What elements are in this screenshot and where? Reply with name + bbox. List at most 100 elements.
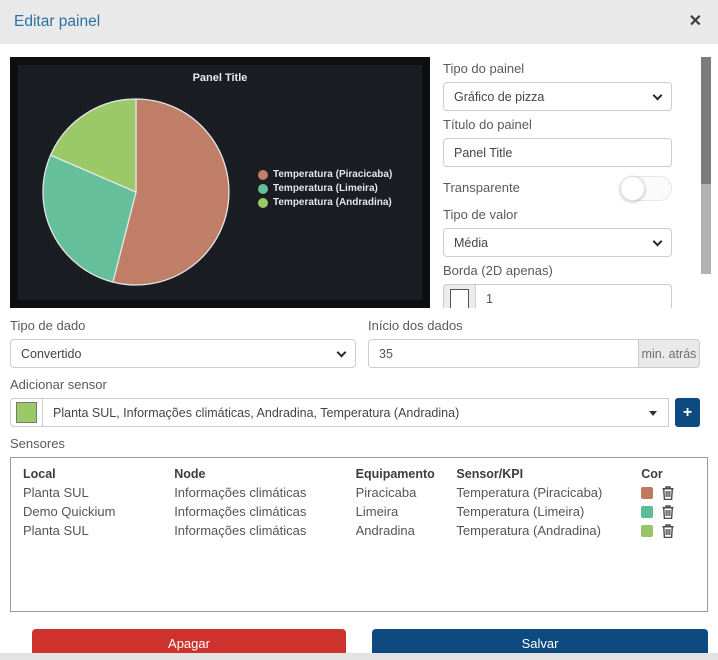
- border-color-swatch[interactable]: [450, 288, 469, 308]
- chevron-down-icon: [652, 90, 663, 101]
- legend-label: Temperatura (Limeira): [273, 183, 378, 194]
- modal-header: Editar painel ✕: [0, 0, 718, 44]
- data-type-value: Convertido: [21, 346, 82, 361]
- sensors-table-container: Local Node Equipamento Sensor/KPI Cor Pl…: [10, 457, 708, 612]
- modal-title: Editar painel: [14, 13, 101, 30]
- modal-footer: Apagar Salvar: [10, 629, 708, 657]
- value-type-select[interactable]: Média: [443, 228, 672, 257]
- transparent-toggle[interactable]: [620, 175, 672, 201]
- legend-color-dot: [258, 197, 268, 208]
- cell-equipamento: Limeira: [355, 504, 399, 519]
- trash-icon: [662, 504, 674, 519]
- chart-legend: Temperatura (Piracicaba) Temperatura (Lim…: [258, 168, 392, 209]
- panel-type-label: Tipo do painel: [443, 61, 525, 76]
- data-start-label: Início dos dados: [368, 318, 463, 333]
- sensor-select-value: Planta SUL, Informações climáticas, Andr…: [53, 405, 460, 420]
- cell-sensor-kpi: Temperatura (Piracicaba): [456, 485, 603, 500]
- table-row: Planta SUL Informações climáticas Andradin…: [23, 521, 695, 540]
- legend-label: Temperatura (Piracicaba): [273, 169, 393, 180]
- pie-slice: [49, 98, 137, 193]
- data-type-label: Tipo de dado: [10, 318, 86, 333]
- add-sensor-button[interactable]: +: [675, 398, 700, 427]
- form-scrollbar-thumb[interactable]: [701, 57, 711, 184]
- cell-equipamento: Andradina: [355, 523, 415, 538]
- trash-icon: [662, 485, 674, 500]
- col-header-local: Local: [23, 467, 56, 481]
- form-scrollbar-track[interactable]: [701, 57, 711, 274]
- delete-sensor-icon[interactable]: [662, 485, 674, 500]
- panel-title-value: Panel Title: [454, 145, 513, 160]
- data-type-select[interactable]: Convertido: [10, 339, 356, 368]
- sensor-color-addon: [10, 398, 43, 427]
- delete-button[interactable]: Apagar: [32, 629, 346, 657]
- value-type-value: Média: [454, 235, 489, 250]
- sensors-label: Sensores: [10, 436, 65, 451]
- panel-settings-form: Tipo do painel Gráfico de pizza Título d…: [443, 57, 672, 308]
- col-header-cor: Cor: [641, 467, 663, 481]
- sensor-color-swatch[interactable]: [641, 486, 654, 499]
- delete-sensor-icon[interactable]: [662, 504, 674, 519]
- sensors-table: Local Node Equipamento Sensor/KPI Cor Pl…: [23, 464, 695, 540]
- cell-sensor-kpi: Temperatura (Andradina): [456, 523, 601, 538]
- trash-icon: [662, 523, 674, 538]
- legend-item: Temperatura (Piracicaba): [258, 168, 392, 181]
- data-start-value: 35: [379, 346, 393, 361]
- cell-local: Demo Quickium: [23, 504, 116, 519]
- panel-preview-chart-area: Panel Title Temperatura (Piracicaba) Temp…: [18, 65, 422, 300]
- modal-bottom-edge: [0, 653, 718, 660]
- preview-panel-title: Panel Title: [192, 72, 248, 84]
- transparent-label: Transparente: [443, 180, 520, 195]
- delete-sensor-icon[interactable]: [662, 523, 674, 538]
- pie-chart: [42, 98, 230, 286]
- border-width-value: 1: [486, 292, 493, 306]
- legend-color-dot: [258, 183, 268, 194]
- modal-content: Panel Title Temperatura (Piracicaba) Temp…: [0, 44, 718, 657]
- legend-item: Temperatura (Limeira): [258, 182, 392, 195]
- cell-node: Informações climáticas: [174, 523, 307, 538]
- cell-sensor-kpi: Temperatura (Limeira): [456, 504, 585, 519]
- table-row: Demo Quickium Informações climáticas Limei…: [23, 502, 695, 521]
- col-header-equipamento: Equipamento: [355, 467, 435, 481]
- border-width-input[interactable]: 1: [476, 284, 672, 308]
- panel-type-value: Gráfico de pizza: [454, 89, 545, 104]
- col-header-sensor-kpi: Sensor/KPI: [456, 467, 524, 481]
- sensor-select[interactable]: Planta SUL, Informações climáticas, Andr…: [43, 398, 669, 427]
- value-type-label: Tipo de valor: [443, 207, 518, 222]
- legend-item: Temperatura (Andradina): [258, 196, 392, 209]
- cell-local: Planta SUL: [23, 523, 89, 538]
- sensors-table-body: Planta SUL Informações climáticas Piracica…: [23, 483, 695, 540]
- new-sensor-color-swatch[interactable]: [16, 402, 37, 423]
- add-sensor-label: Adicionar sensor: [10, 377, 107, 392]
- cell-cor: [641, 523, 695, 538]
- table-header-row: Local Node Equipamento Sensor/KPI Cor: [23, 464, 695, 483]
- legend-color-dot: [258, 169, 268, 180]
- chevron-down-icon: [652, 236, 663, 247]
- border-label: Borda (2D apenas): [443, 263, 553, 278]
- col-header-node: Node: [174, 467, 206, 481]
- cell-cor: [641, 504, 695, 519]
- chevron-down-icon: [336, 347, 347, 358]
- sensor-color-swatch[interactable]: [641, 505, 654, 518]
- close-icon[interactable]: ✕: [688, 13, 702, 30]
- sensor-color-swatch[interactable]: [641, 524, 654, 537]
- cell-node: Informações climáticas: [174, 485, 307, 500]
- dropdown-arrow-icon: [649, 411, 657, 416]
- data-start-unit-addon: min. atrás: [638, 339, 700, 368]
- cell-cor: [641, 485, 695, 500]
- panel-type-select[interactable]: Gráfico de pizza: [443, 82, 672, 111]
- pie-slice: [42, 154, 137, 283]
- cell-equipamento: Piracicaba: [355, 485, 417, 500]
- panel-title-input[interactable]: Panel Title: [443, 138, 672, 167]
- panel-preview: Panel Title Temperatura (Piracicaba) Temp…: [10, 57, 430, 308]
- cell-node: Informações climáticas: [174, 504, 307, 519]
- panel-title-label: Título do painel: [443, 117, 532, 132]
- table-row: Planta SUL Informações climáticas Piracica…: [23, 483, 695, 502]
- legend-label: Temperatura (Andradina): [273, 197, 392, 208]
- pie-slice: [112, 98, 230, 286]
- cell-local: Planta SUL: [23, 485, 89, 500]
- data-start-input[interactable]: 35: [368, 339, 639, 368]
- toggle-knob: [620, 175, 645, 201]
- border-color-addon: [443, 284, 476, 308]
- save-button[interactable]: Salvar: [372, 629, 708, 657]
